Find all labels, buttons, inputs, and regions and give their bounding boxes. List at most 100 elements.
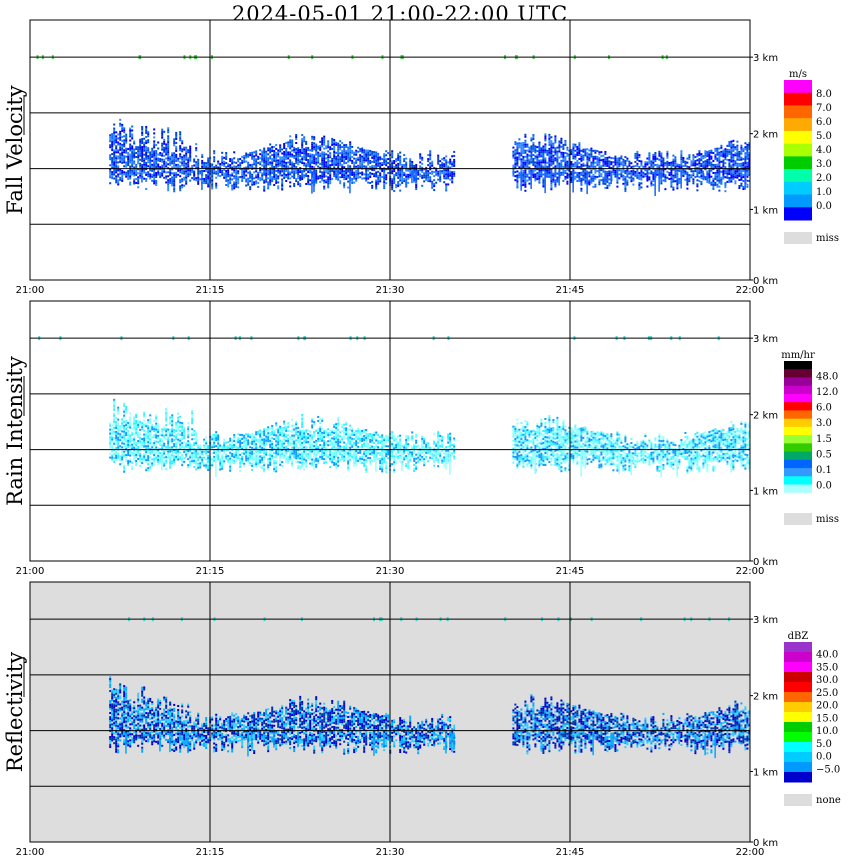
data-cell bbox=[596, 160, 599, 163]
data-cell bbox=[137, 150, 140, 153]
data-cell bbox=[189, 450, 192, 453]
data-cell bbox=[153, 462, 156, 465]
data-cell bbox=[179, 171, 182, 174]
data-cell bbox=[437, 162, 440, 165]
data-cell bbox=[622, 178, 625, 181]
data-cell bbox=[263, 165, 266, 168]
data-cell bbox=[580, 165, 583, 168]
data-cell bbox=[596, 162, 599, 165]
data-cell bbox=[225, 175, 228, 178]
data-cell bbox=[554, 173, 557, 176]
data-cell bbox=[235, 458, 238, 461]
data-cell bbox=[137, 186, 140, 189]
data-cell bbox=[558, 164, 561, 167]
data-cell bbox=[746, 145, 749, 148]
data-cell bbox=[129, 153, 132, 156]
data-cell bbox=[526, 161, 529, 164]
data-cell bbox=[736, 172, 739, 175]
data-cell bbox=[139, 438, 142, 441]
data-cell bbox=[145, 145, 148, 148]
data-cell bbox=[289, 171, 292, 174]
data-cell bbox=[329, 178, 332, 181]
data-cell bbox=[115, 446, 118, 449]
data-cell bbox=[195, 434, 198, 437]
data-cell bbox=[335, 177, 338, 180]
data-cell bbox=[345, 161, 348, 164]
data-cell bbox=[177, 165, 180, 168]
data-cell bbox=[203, 162, 206, 165]
data-cell bbox=[121, 161, 124, 164]
data-cell bbox=[343, 182, 346, 185]
data-cell bbox=[117, 133, 120, 136]
data-cell bbox=[648, 158, 651, 161]
data-cell bbox=[221, 161, 224, 164]
data-cell bbox=[584, 164, 587, 167]
data-cell bbox=[439, 172, 442, 175]
data-cell bbox=[648, 162, 651, 165]
data-cell bbox=[181, 436, 184, 439]
data-cell bbox=[534, 151, 537, 154]
data-cell bbox=[325, 161, 328, 164]
data-cell bbox=[700, 159, 703, 162]
data-cell bbox=[153, 436, 156, 439]
data-cell bbox=[173, 186, 176, 189]
data-cell bbox=[205, 440, 208, 443]
data-cell bbox=[137, 458, 140, 461]
data-cell bbox=[524, 135, 527, 138]
data-cell bbox=[556, 152, 559, 155]
data-cell bbox=[624, 182, 627, 185]
data-cell bbox=[700, 183, 703, 186]
data-cell bbox=[291, 145, 294, 148]
data-cell bbox=[596, 176, 599, 179]
data-cell bbox=[397, 164, 400, 167]
data-cell bbox=[614, 163, 617, 166]
data-cell bbox=[578, 144, 581, 147]
data-cell bbox=[267, 185, 270, 188]
data-cell bbox=[391, 152, 394, 155]
data-cell bbox=[245, 178, 248, 181]
data-cell bbox=[201, 155, 204, 158]
data-cell bbox=[746, 157, 749, 160]
data-cell bbox=[341, 146, 344, 149]
legend-swatch bbox=[784, 143, 812, 157]
data-cell bbox=[141, 150, 144, 153]
data-cell bbox=[155, 174, 158, 177]
data-cell bbox=[520, 162, 523, 165]
data-cell bbox=[329, 172, 332, 175]
data-cell bbox=[123, 414, 126, 417]
data-cell bbox=[660, 182, 663, 185]
data-cell bbox=[347, 168, 350, 171]
data-cell bbox=[113, 460, 116, 463]
data-cell bbox=[554, 147, 557, 150]
data-cell bbox=[187, 434, 190, 437]
data-cell bbox=[602, 158, 605, 161]
data-cell bbox=[179, 423, 182, 426]
data-cell bbox=[640, 174, 643, 177]
data-cell bbox=[245, 443, 248, 446]
data-cell bbox=[119, 463, 122, 466]
data-cell bbox=[618, 161, 621, 164]
data-cell bbox=[129, 416, 132, 419]
data-cell bbox=[215, 435, 218, 438]
data-cell bbox=[421, 174, 424, 177]
data-cell bbox=[453, 158, 456, 161]
data-cell bbox=[385, 162, 388, 165]
data-cell bbox=[373, 165, 376, 168]
data-cell bbox=[283, 142, 286, 145]
data-cell bbox=[319, 174, 322, 177]
data-cell bbox=[189, 171, 192, 174]
data-cell bbox=[742, 158, 745, 161]
data-cell bbox=[706, 160, 709, 163]
data-cell bbox=[447, 165, 450, 168]
data-cell bbox=[616, 159, 619, 162]
data-cell bbox=[692, 174, 695, 177]
data-cell bbox=[532, 170, 535, 173]
data-cell bbox=[736, 154, 739, 157]
data-cell bbox=[566, 154, 569, 157]
data-cell bbox=[233, 462, 236, 465]
data-cell bbox=[199, 172, 202, 175]
data-cell bbox=[355, 165, 358, 168]
data-cell bbox=[540, 171, 543, 174]
data-cell bbox=[205, 174, 208, 177]
data-cell bbox=[269, 163, 272, 166]
